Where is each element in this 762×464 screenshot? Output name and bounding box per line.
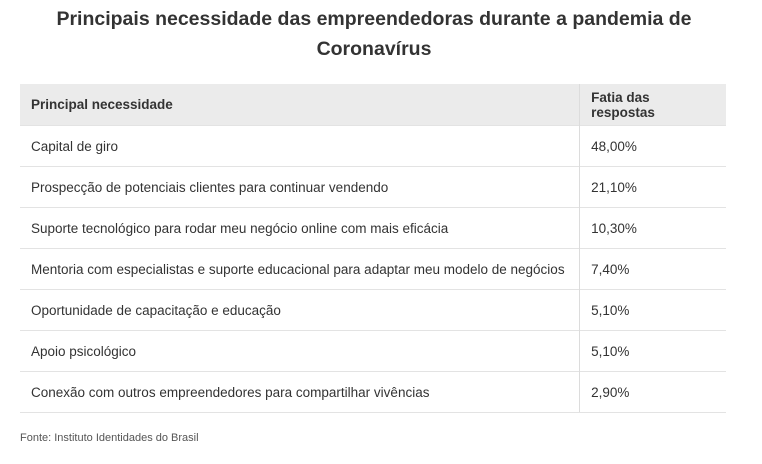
table-header-row: Principal necessidade Fatia das resposta… (20, 84, 726, 126)
table-row: Capital de giro 48,00% (20, 125, 726, 167)
column-header-need: Principal necessidade (20, 84, 581, 126)
share-cell: 5,10% (579, 330, 726, 372)
page-title: Principais necessidade das empreendedora… (0, 4, 748, 64)
need-cell: Apoio psicológico (20, 330, 581, 372)
share-cell: 5,10% (579, 289, 726, 331)
title-line-2: Coronavírus (316, 38, 432, 60)
table-row: Oportunidade de capacitação e educação 5… (20, 289, 726, 331)
table-row: Suporte tecnológico para rodar meu negóc… (20, 207, 726, 249)
table-row: Prospecção de potenciais clientes para c… (20, 166, 726, 208)
table-row: Apoio psicológico 5,10% (20, 330, 726, 372)
column-header-share: Fatia das respostas (579, 84, 726, 126)
need-cell: Capital de giro (20, 125, 581, 167)
need-cell: Suporte tecnológico para rodar meu negóc… (20, 207, 581, 249)
table-row: Mentoria com especialistas e suporte edu… (20, 248, 726, 290)
share-cell: 21,10% (579, 166, 726, 208)
title-line-1: Principais necessidade das empreendedora… (56, 8, 692, 30)
table-row: Conexão com outros empreendedores para c… (20, 371, 726, 413)
need-cell: Oportunidade de capacitação e educação (20, 289, 581, 331)
needs-table: Principal necessidade Fatia das resposta… (20, 84, 726, 413)
need-cell: Conexão com outros empreendedores para c… (20, 371, 581, 413)
need-cell: Mentoria com especialistas e suporte edu… (20, 248, 581, 290)
need-cell: Prospecção de potenciais clientes para c… (20, 166, 581, 208)
share-cell: 7,40% (579, 248, 726, 290)
source-note: Fonte: Instituto Identidades do Brasil (20, 432, 199, 444)
share-cell: 10,30% (579, 207, 726, 249)
share-cell: 48,00% (579, 125, 726, 167)
share-cell: 2,90% (579, 371, 726, 413)
